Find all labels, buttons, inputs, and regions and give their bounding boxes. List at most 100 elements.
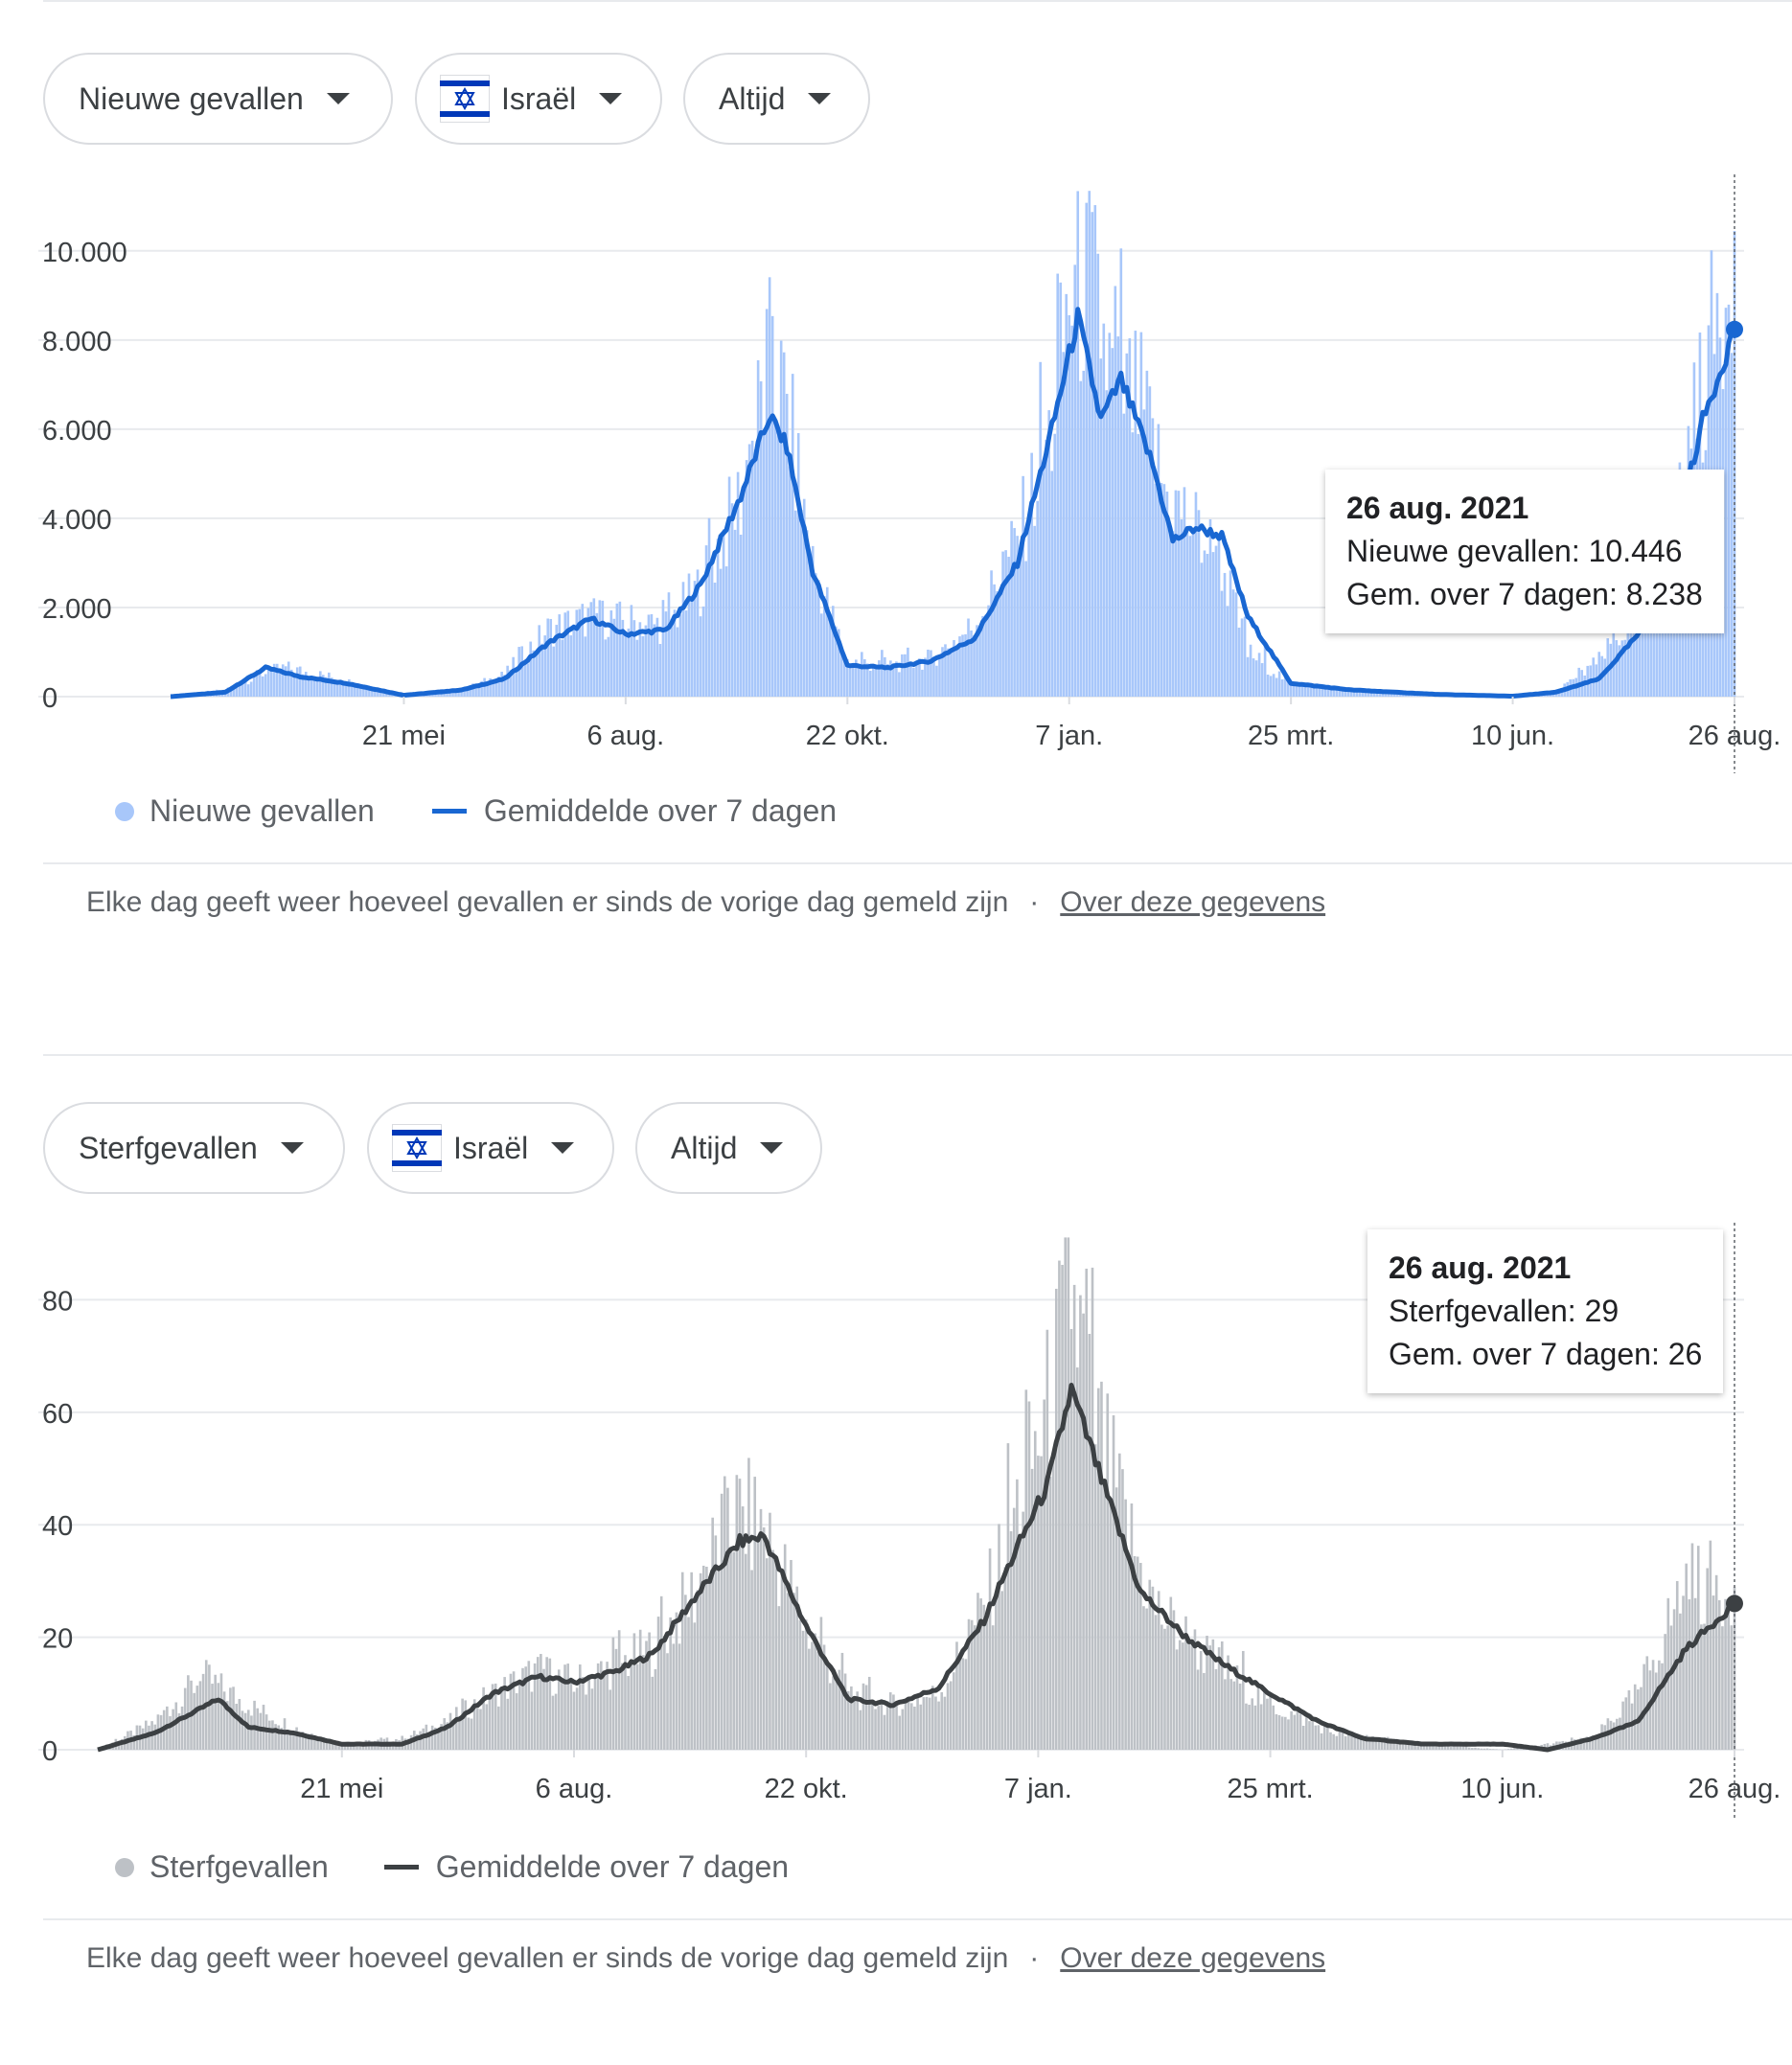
period-select[interactable]: Altijd [635,1102,822,1194]
bar [735,1475,739,1750]
bar [187,1675,190,1750]
bar [267,1720,271,1750]
bar [1160,1624,1163,1750]
bar [289,669,293,697]
bar [750,1570,753,1750]
country-select[interactable]: Israël [415,53,662,145]
bar [458,1718,461,1750]
bar [1118,1453,1121,1750]
bar [1022,1511,1024,1750]
bar [356,686,359,697]
bar [1154,483,1158,697]
bar [701,606,705,697]
bar [641,635,645,697]
bar [1131,432,1135,697]
bar [1251,1698,1254,1750]
bar [1280,1716,1284,1750]
bar [853,1700,856,1750]
bar [669,1617,672,1750]
bar [1341,687,1344,697]
bar [1168,534,1172,697]
bar [717,1571,721,1750]
period-select[interactable]: Altijd [683,53,870,145]
bar [1290,1710,1293,1750]
bar [371,688,374,697]
about-data-link[interactable]: Over deze gegevens [1060,1942,1326,1974]
deaths-footer: Elke dag geeft weer hoeveel gevallen er … [86,1942,1325,1975]
bar [1073,264,1077,697]
bar [1629,608,1633,697]
bar [1359,1734,1363,1750]
bar [1368,1738,1371,1750]
bar [1091,1267,1094,1750]
bar [1151,418,1155,697]
bar [611,1637,615,1750]
bar [1045,1329,1049,1750]
bar [949,1681,953,1750]
bar [1377,1739,1381,1750]
bar [804,1619,808,1750]
bar [1007,557,1010,697]
section-divider [43,1054,1792,1056]
bar [232,685,236,697]
bar [1464,1745,1468,1750]
bar [540,1654,542,1750]
bar [599,1661,603,1750]
bar [1246,656,1250,697]
deaths-chart[interactable]: 0 20 40 60 80 21 mei 6 aug. 22 okt. 7 jan. 25 mrt… [0,1054,1792,1821]
metric-select[interactable]: Sterfgevallen [43,1102,345,1194]
bar [1356,1735,1360,1750]
bar [252,672,256,697]
bar [777,1606,781,1750]
bar [904,1698,907,1750]
bar [1079,1295,1082,1750]
bar [1254,660,1258,697]
cases-chart[interactable]: 0 2.000 4.000 6.000 8.000 10.000 21 mei 6 aug. 2… [0,0,1792,795]
bar [1016,536,1019,697]
bar [346,1744,350,1750]
metric-select[interactable]: Nieuwe gevallen [43,53,393,145]
bar [1206,1636,1208,1750]
bar [618,601,622,697]
country-select[interactable]: Israël [367,1102,614,1194]
bar [342,683,345,697]
bar [313,1737,316,1750]
bar [1193,1629,1197,1750]
bar [1320,1732,1323,1750]
y-tick-label: 8.000 [42,327,112,357]
bar [222,1691,226,1750]
bar [1243,616,1247,697]
bar [1162,484,1166,697]
bar [1696,1546,1700,1750]
bar [1335,1735,1339,1750]
deaths-legend: Sterfgevallen Gemiddelde over 7 dagen [115,1849,789,1885]
legend-line-label: Gemiddelde over 7 dagen [483,793,838,828]
bar [1591,1735,1595,1750]
bar [693,1622,697,1750]
bar [1100,1381,1103,1750]
bar [1163,1628,1166,1750]
bar [673,609,677,697]
bar [284,666,287,697]
bar [940,1691,944,1750]
bar [1059,282,1063,697]
bar [1109,1501,1113,1750]
tooltip-average: Gem. over 7 dagen: 8.238 [1346,577,1703,611]
about-data-link[interactable]: Over deze gegevens [1060,886,1326,918]
bar [1295,685,1298,697]
bar [1311,1722,1314,1750]
bar [354,686,356,697]
bar [1013,528,1016,697]
bar [1597,652,1601,697]
bar [278,669,282,697]
bar [739,534,743,697]
bar [621,619,625,697]
bar [1411,1742,1413,1750]
bar [598,600,602,697]
bar [1672,1609,1676,1750]
bar [235,1704,238,1750]
bar [976,1593,979,1750]
bar [995,1593,998,1750]
bar [901,1709,905,1750]
bar [343,1745,347,1750]
